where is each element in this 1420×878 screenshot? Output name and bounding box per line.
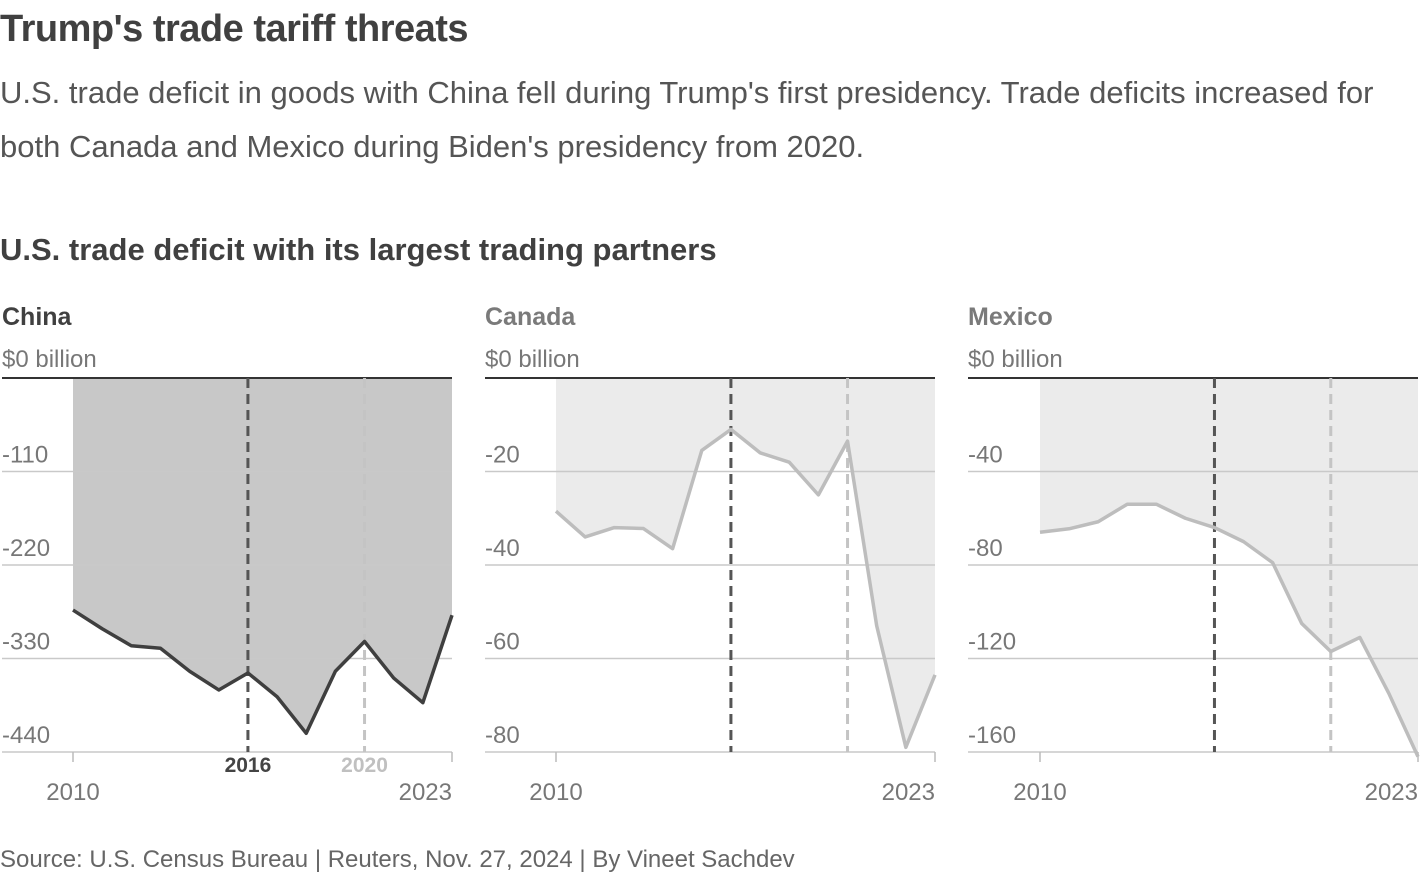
series-line-china (72, 608, 454, 736)
y-tick-label: -80 (968, 535, 1003, 562)
y-tick-label: -220 (2, 535, 50, 562)
x-tick-label: 2023 (399, 779, 452, 806)
x-tick-label: 2010 (529, 779, 582, 806)
y-tick-label: -160 (968, 722, 1016, 749)
y-tick-label: -110 (2, 442, 48, 469)
series-line-canada (554, 427, 937, 750)
deficit-area (556, 378, 935, 748)
y-tick-label: -40 (485, 535, 520, 562)
y-tick-label: -60 (485, 629, 520, 656)
page-title: Trump's trade tariff threats (0, 8, 469, 50)
y-tick-label: -330 (2, 629, 50, 656)
chart-heading: U.S. trade deficit with its largest trad… (0, 232, 717, 267)
y-tick-label: -120 (968, 629, 1016, 656)
x-tick-label: 2023 (882, 779, 935, 806)
panel-title-canada: Canada (485, 303, 576, 331)
panel-title-china: China (2, 303, 73, 331)
y-tick-label: -40 (968, 442, 1003, 469)
marker-label-2020: 2020 (341, 754, 388, 777)
y-tick-label: -440 (2, 722, 50, 749)
y-tick-label: -20 (485, 442, 520, 469)
deficit-area (73, 378, 452, 734)
small-multiples-chart: China $0 billion -110 -220 -330 -440 2016 2020 2… (2, 303, 1420, 806)
panel-title-mexico: Mexico (968, 303, 1053, 331)
y-axis-unit-label: $0 billion (2, 346, 97, 373)
y-tick-label: -80 (485, 722, 520, 749)
y-axis-unit-label: $0 billion (485, 346, 580, 373)
deficit-area (1040, 378, 1418, 757)
x-tick-label: 2010 (1013, 779, 1066, 806)
page-subtitle: U.S. trade deficit in goods with China f… (0, 75, 1374, 164)
source-note: Source: U.S. Census Bureau | Reuters, No… (0, 846, 795, 873)
y-axis-unit-label: $0 billion (968, 346, 1063, 373)
series-line-mexico (1039, 502, 1420, 758)
x-tick-label: 2010 (46, 779, 99, 806)
x-tick-label: 2023 (1365, 779, 1418, 806)
marker-label-2016: 2016 (225, 754, 272, 777)
